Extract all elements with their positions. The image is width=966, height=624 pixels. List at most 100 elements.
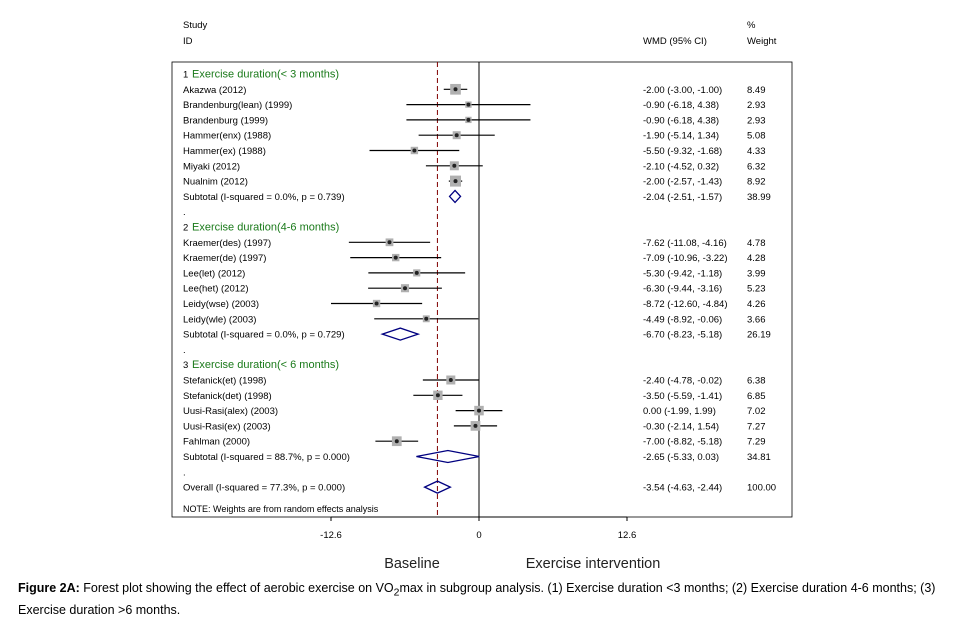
study-ci-text: -1.90 (-5.14, 1.34) — [643, 131, 719, 142]
subtotal-diamond — [380, 327, 421, 341]
study-label: Leidy(wse) (2003) — [183, 299, 259, 310]
study-estimate-dot — [448, 378, 453, 382]
group-number: 2 — [183, 223, 188, 234]
study-label: Akazwa (2012) — [183, 85, 246, 96]
subtotal-ci-text: -2.65 (-5.33, 0.03) — [643, 452, 719, 463]
study-label: Lee(let) (2012) — [183, 268, 245, 279]
study-estimate-dot — [414, 270, 419, 275]
subtotal-weight-text: 26.19 — [747, 330, 771, 341]
figure-caption: Figure 2A: Forest plot showing the effec… — [18, 580, 958, 618]
study-ci-text: 0.00 (-1.99, 1.99) — [643, 406, 716, 417]
study-weight-text: 2.93 — [747, 115, 766, 126]
study-estimate-dot — [453, 179, 458, 184]
header-weight: Weight — [747, 36, 777, 47]
group-number: 3 — [183, 360, 188, 371]
study-label: Leidy(wle) (2003) — [183, 314, 256, 325]
study-weight-text: 8.49 — [747, 85, 766, 96]
group-label: Exercise duration(< 6 months) — [192, 359, 339, 371]
study-weight-text: 6.85 — [747, 391, 766, 402]
study-label: Nualnim (2012) — [183, 177, 248, 188]
study-estimate-dot — [466, 102, 471, 107]
study-ci-text: -5.50 (-9.32, -1.68) — [643, 146, 722, 157]
study-weight-text: 7.27 — [747, 421, 766, 432]
caption-label: Figure 2A: — [18, 581, 80, 595]
caption-subscript: 2 — [393, 587, 400, 599]
study-weight-text: 5.08 — [747, 131, 766, 142]
study-estimate-dot — [412, 148, 417, 153]
study-label: Stefanick(det) (1998) — [183, 391, 272, 402]
study-weight-text: 4.33 — [747, 146, 766, 157]
group-label: Exercise duration(4-6 months) — [192, 222, 339, 234]
subtotal-diamond — [416, 449, 480, 464]
study-weight-text: 7.02 — [747, 406, 766, 417]
study-ci-text: -6.30 (-9.44, -3.16) — [643, 284, 722, 295]
study-estimate-dot — [387, 240, 392, 245]
overall-label: Overall (I-squared = 77.3%, p = 0.000) — [183, 483, 345, 494]
row-separator-dot: . — [183, 467, 186, 478]
study-label: Hammer(enx) (1988) — [183, 131, 271, 142]
study-ci-text: -3.50 (-5.59, -1.41) — [643, 391, 722, 402]
header-id: ID — [183, 36, 193, 47]
study-estimate-dot — [374, 301, 379, 306]
study-label: Uusi-Rasi(ex) (2003) — [183, 421, 271, 432]
study-estimate-dot — [393, 255, 398, 260]
study-ci-text: -5.30 (-9.42, -1.18) — [643, 268, 722, 279]
study-ci-text: -2.00 (-2.57, -1.43) — [643, 177, 722, 188]
study-weight-text: 4.26 — [747, 299, 766, 310]
subtotal-ci-text: -2.04 (-2.51, -1.57) — [643, 192, 722, 203]
x-axis-tick-label: 12.6 — [618, 530, 637, 541]
study-ci-text: -0.90 (-6.18, 4.38) — [643, 115, 719, 126]
study-estimate-dot — [424, 316, 429, 321]
header-wmd: WMD (95% CI) — [643, 36, 707, 47]
study-weight-text: 6.38 — [747, 376, 766, 387]
overall-diamond — [423, 480, 452, 494]
study-ci-text: -2.10 (-4.52, 0.32) — [643, 161, 719, 172]
study-label: Brandenburg(lean) (1999) — [183, 100, 292, 111]
subtotal-ci-text: -6.70 (-8.23, -5.18) — [643, 330, 722, 341]
study-ci-text: -8.72 (-12.60, -4.84) — [643, 299, 728, 310]
header-study: Study — [183, 20, 208, 31]
caption-text-after: max in subgroup analysis. (1) Exercise d… — [18, 581, 936, 617]
study-label: Hammer(ex) (1988) — [183, 146, 266, 157]
study-ci-text: -0.30 (-2.14, 1.54) — [643, 421, 719, 432]
subtotal-label: Subtotal (I-squared = 0.0%, p = 0.739) — [183, 192, 345, 203]
study-label: Lee(het) (2012) — [183, 284, 248, 295]
study-weight-text: 4.28 — [747, 253, 766, 264]
subtotal-weight-text: 38.99 — [747, 192, 771, 203]
group-label: Exercise duration(< 3 months) — [192, 69, 339, 81]
study-weight-text: 3.99 — [747, 268, 766, 279]
study-label: Kraemer(de) (1997) — [183, 253, 266, 264]
study-weight-text: 4.78 — [747, 238, 766, 249]
study-estimate-dot — [473, 423, 478, 428]
study-label: Fahlman (2000) — [183, 437, 250, 448]
study-label: Stefanick(et) (1998) — [183, 376, 266, 387]
caption-text-before: Forest plot showing the effect of aerobi… — [79, 581, 394, 595]
study-ci-text: -0.90 (-6.18, 4.38) — [643, 100, 719, 111]
study-estimate-dot — [477, 408, 481, 413]
study-estimate-dot — [394, 439, 399, 444]
study-weight-text: 8.92 — [747, 177, 766, 188]
x-axis-tick-label: -12.6 — [320, 530, 342, 541]
study-ci-text: -7.62 (-11.08, -4.16) — [643, 238, 727, 249]
axis-left-label: Baseline — [384, 556, 440, 572]
study-ci-text: -7.09 (-10.96, -3.22) — [643, 253, 728, 264]
study-estimate-dot — [435, 393, 440, 398]
row-separator-dot: . — [183, 345, 186, 356]
x-axis-tick-label: 0 — [476, 530, 481, 541]
weights-note: NOTE: Weights are from random effects an… — [183, 504, 379, 514]
study-estimate-dot — [403, 286, 407, 291]
study-ci-text: -2.00 (-3.00, -1.00) — [643, 85, 722, 96]
study-weight-text: 6.32 — [747, 161, 766, 172]
overall-ci-text: -3.54 (-4.63, -2.44) — [643, 483, 722, 494]
study-label: Brandenburg (1999) — [183, 115, 268, 126]
study-estimate-dot — [466, 117, 471, 122]
axis-right-label: Exercise intervention — [526, 556, 661, 572]
study-label: Uusi-Rasi(alex) (2003) — [183, 406, 278, 417]
study-weight-text: 7.29 — [747, 437, 766, 448]
study-ci-text: -4.49 (-8.92, -0.06) — [643, 314, 722, 325]
subtotal-diamond — [448, 189, 462, 204]
header-percent: % — [747, 20, 756, 31]
study-ci-text: -2.40 (-4.78, -0.02) — [643, 376, 722, 387]
study-ci-text: -7.00 (-8.82, -5.18) — [643, 437, 722, 448]
group-number: 1 — [183, 70, 188, 81]
